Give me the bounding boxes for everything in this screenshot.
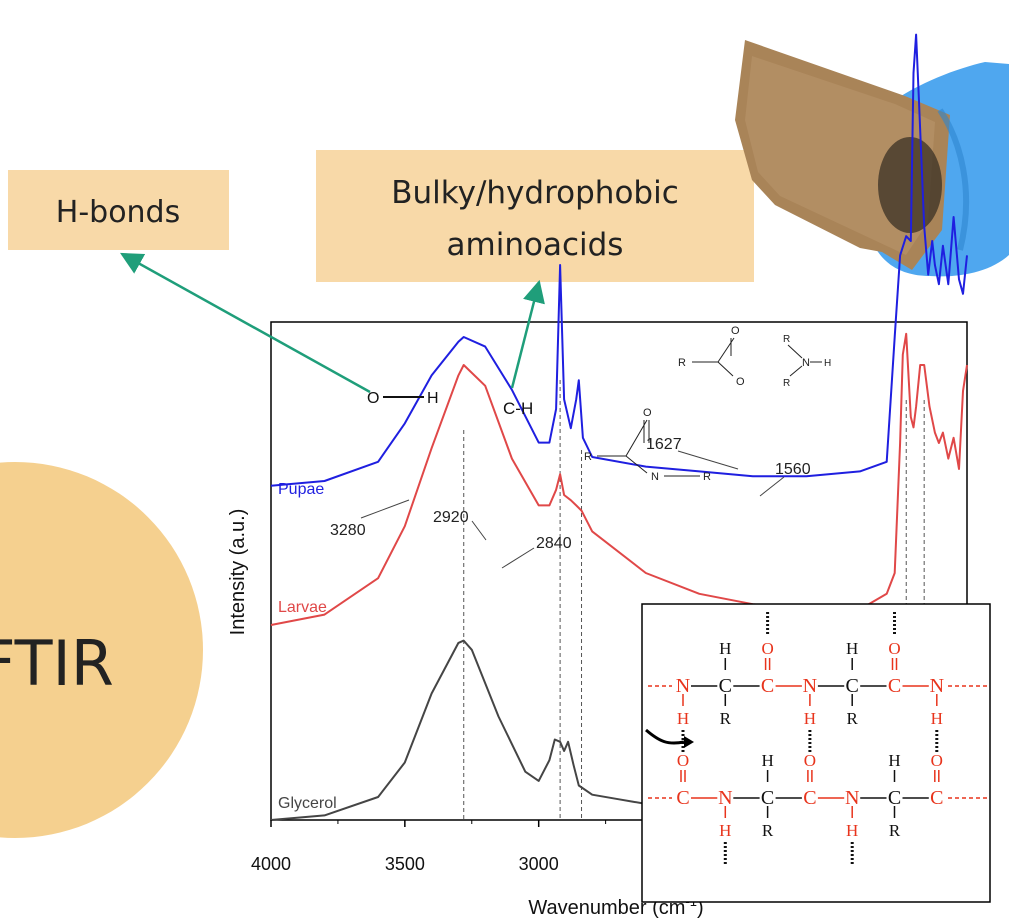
amide-o: O — [643, 407, 652, 419]
series-label-larvae: Larvae — [278, 599, 327, 616]
series-label-pupae: Pupae — [278, 481, 324, 498]
arrow-oh-to-hbonds — [120, 252, 371, 394]
amide-r1: R — [584, 451, 592, 463]
peptide-atom-row2-3: C — [803, 787, 816, 809]
series-label-glycerol: Glycerol — [278, 795, 337, 812]
amide-structure — [597, 419, 700, 477]
ammonium-n: N — [802, 357, 810, 369]
amide-n: N — [651, 471, 659, 483]
series-line-larvae — [270, 332, 968, 626]
peptide-atom-row2-2: C — [761, 787, 774, 809]
series-line-pupae — [270, 33, 968, 487]
peptide-o: O — [931, 751, 943, 770]
peak-label-2920: 2920 — [433, 509, 469, 526]
technique-circle — [0, 462, 203, 838]
ch-bond-label: C-H — [503, 399, 533, 418]
oh-bond-h: H — [427, 390, 439, 407]
amide-r2: R — [703, 471, 711, 483]
inset-pointer-arrow — [645, 728, 685, 745]
peptide-atom-row1-5: C — [888, 675, 901, 697]
peptide-inset-frame — [641, 603, 991, 903]
peak-label-3280: 3280 — [330, 522, 366, 539]
ammonium-r1: R — [783, 334, 790, 345]
callout-hbonds-text: H-bonds — [56, 195, 180, 230]
peak-label-1560: 1560 — [775, 461, 811, 478]
peptide-h: H — [888, 751, 900, 770]
peptide-atom-row1-0: N — [676, 675, 690, 697]
x-tick-label-4000: 4000 — [251, 854, 291, 874]
peptide-o: O — [888, 639, 900, 658]
peptide-h: H — [846, 639, 858, 658]
peptide-r: R — [889, 821, 901, 840]
peptide-h: H — [931, 709, 943, 728]
reference-lines — [463, 380, 925, 820]
peak-label-1627: 1627 — [646, 436, 682, 453]
peptide-r: R — [847, 709, 859, 728]
y-axis-label: Intensity (a.u.) — [227, 509, 249, 636]
callout-bulky-line2: aminoacids — [447, 227, 624, 263]
peptide-atom-row1-4: C — [846, 675, 859, 697]
callout-bulky-line1: Bulky/hydrophobic — [391, 175, 679, 211]
peptide-h: H — [719, 821, 731, 840]
carboxyl-structure — [692, 337, 822, 377]
ammonium-r2: R — [783, 378, 790, 389]
film-sample-photo — [735, 40, 1009, 277]
callout-hbonds: H-bonds — [8, 170, 229, 250]
peptide-h: H — [804, 709, 816, 728]
peptide-o: O — [804, 751, 816, 770]
peptide-r: R — [720, 709, 732, 728]
peptide-o: O — [677, 751, 689, 770]
x-tick-label-3500: 3500 — [385, 854, 425, 874]
peptide-atom-row1-6: N — [930, 675, 944, 697]
peptide-atom-row1-3: N — [803, 675, 817, 697]
callout-bulky: Bulky/hydrophobic aminoacids — [316, 150, 754, 282]
chart-frame — [270, 321, 968, 821]
peptide-h: H — [677, 709, 689, 728]
peptide-atom-row2-0: C — [676, 787, 689, 809]
x-tick-label-3000: 3000 — [519, 854, 559, 874]
carboxyl-o1: O — [731, 325, 740, 337]
peptide-h: H — [719, 639, 731, 658]
peptide-atom-row2-5: C — [888, 787, 901, 809]
peak-label-2840: 2840 — [536, 535, 572, 552]
arrow-ch-to-bulky — [510, 279, 545, 389]
peptide-atom-row2-4: N — [845, 787, 859, 809]
oh-bond-o: O — [367, 390, 379, 407]
peptide-h: H — [846, 821, 858, 840]
peptide-atom-row2-6: C — [930, 787, 943, 809]
peptide-h: H — [761, 751, 773, 770]
peptide-atom-row1-2: C — [761, 675, 774, 697]
peak-leaders — [360, 450, 785, 569]
ammonium-h: H — [824, 358, 831, 369]
peptide-atom-row1-1: C — [719, 675, 732, 697]
peptide-atom-row2-1: N — [718, 787, 732, 809]
carboxyl-r: R — [678, 357, 686, 369]
technique-label: FTIR — [0, 627, 114, 700]
peptide-o: O — [761, 639, 773, 658]
peptide-r: R — [762, 821, 774, 840]
carboxyl-o2: O — [736, 376, 745, 388]
